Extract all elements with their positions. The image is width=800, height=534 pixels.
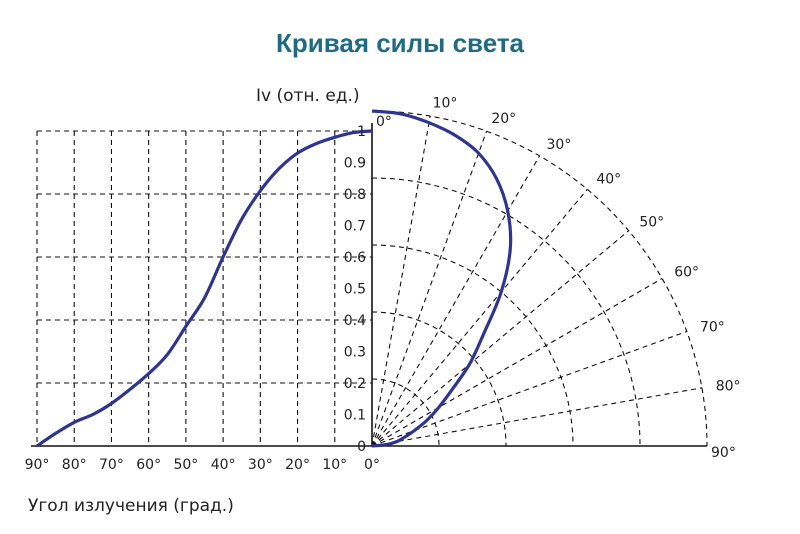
y-tick-label: 0.2 [344, 376, 366, 392]
polar-grid [371, 110, 708, 447]
polar-radial-line [371, 230, 629, 447]
cartesian-curve [36, 129, 373, 448]
polar-radial-line [371, 131, 488, 447]
polar-tick-label: 90° [711, 445, 736, 461]
x-tick-label: 40° [211, 457, 236, 473]
y-axis-label: Iv (отн. ед.) [256, 86, 360, 106]
x-tick-label: 60° [136, 457, 161, 473]
polar-arc [371, 244, 574, 447]
polar-tick-label: 30° [547, 137, 572, 153]
x-tick-label: 80° [62, 457, 87, 473]
x-tick-label: 20° [285, 457, 310, 473]
y-tick-label: 0.3 [344, 345, 366, 361]
polar-radial-line [371, 115, 431, 447]
polar-tick-label: 20° [491, 111, 516, 127]
polar-arc [371, 378, 440, 447]
polar-arc [371, 110, 708, 447]
y-tick-label: 0.8 [344, 187, 366, 203]
polar-tick-label: 40° [596, 172, 621, 188]
polar-arc [371, 177, 641, 447]
cartesian-grid [36, 130, 372, 446]
y-tick-label: 0.6 [344, 250, 366, 266]
polar-radial-line [371, 155, 540, 447]
chart-title: Кривая силы света [275, 28, 525, 58]
y-tick-label: 1 [357, 124, 366, 140]
x-axis-label: Угол излучения (град.) [28, 496, 234, 516]
polar-tick-label: 0° [376, 114, 392, 130]
polar-radial-line [371, 330, 687, 447]
x-tick-label: 0° [364, 457, 380, 473]
polar-radial-line [371, 189, 588, 447]
x-tick-label: 90° [25, 457, 50, 473]
y-tick-label: 0.4 [344, 313, 366, 329]
y-tick-label: 0.5 [344, 282, 366, 298]
x-tick-label: 10° [322, 457, 347, 473]
axes [31, 123, 707, 447]
polar-radial-line [371, 278, 663, 447]
polar-tick-label: 70° [700, 320, 725, 336]
polar-radial-line [371, 387, 703, 447]
y-tick-label: 0.7 [344, 219, 366, 235]
y-tick-label: 0.1 [344, 408, 366, 424]
x-tick-label: 30° [248, 457, 273, 473]
tick-labels: 90° 80° 70° 60° 50° 40° 30° 20° 10° 0°00.10.20.30… [25, 95, 741, 473]
series-layer [36, 109, 513, 448]
y-tick-label: 0.9 [344, 156, 366, 172]
polar-arc [371, 311, 507, 447]
polar-tick-label: 10° [433, 95, 458, 111]
y-tick-label: 0 [357, 439, 366, 455]
polar-tick-label: 60° [674, 265, 699, 281]
x-tick-label: 50° [173, 457, 198, 473]
polar-tick-label: 50° [639, 215, 664, 231]
polar-curve [371, 109, 513, 448]
x-tick-label: 70° [99, 457, 124, 473]
polar-tick-label: 80° [716, 378, 741, 394]
